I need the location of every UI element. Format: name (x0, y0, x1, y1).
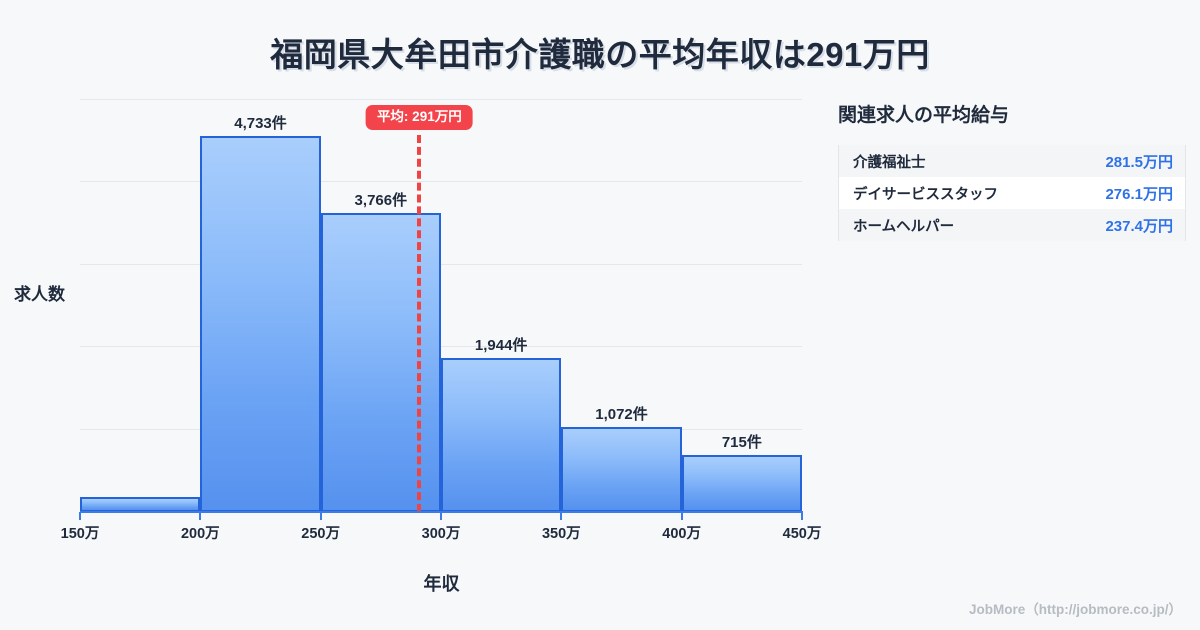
x-axis-tick-label-4: 350万 (541, 526, 581, 542)
page-title: 福岡県大牟田市介護職の平均年収は291万円 (270, 36, 930, 73)
salary-value: 237.4万円 (1105, 217, 1173, 235)
bar-2[interactable] (320, 212, 441, 512)
role-label: ホームヘルパー (853, 218, 955, 235)
chart-plot: 4,733件 3,766件 1,944件 1,072件 715件 平均: 291… (14, 99, 822, 594)
bar-value-label-1: 4,733件 (234, 115, 287, 133)
role-label: 介護福祉士 (853, 154, 926, 171)
related-salary-table: 介護福祉士 281.5万円 デイサービススタッフ 276.1万円 ホームヘルパー… (838, 145, 1186, 241)
footer-credit: JobMore（http://jobmore.co.jp/） (969, 602, 1182, 617)
table-row[interactable]: デイサービススタッフ 276.1万円 (839, 177, 1185, 209)
gridline (80, 346, 802, 347)
bar-value-label-3: 1,944件 (474, 336, 528, 354)
bar-4[interactable] (561, 426, 682, 512)
x-axis-tick (680, 512, 683, 520)
x-axis-tick (560, 512, 563, 520)
table-row[interactable]: ホームヘルパー 237.4万円 (839, 209, 1185, 241)
average-line (417, 135, 422, 512)
bar-1[interactable] (200, 136, 321, 512)
x-axis-tick-label-3: 300万 (421, 526, 461, 542)
table-row[interactable]: 介護福祉士 281.5万円 (839, 145, 1185, 177)
related-salary-panel: 関連求人の平均給与 介護福祉士 281.5万円 デイサービススタッフ 276.1… (838, 100, 1186, 241)
x-axis-tick (319, 512, 322, 520)
x-axis-tick (440, 512, 442, 520)
role-label: デイサービススタッフ (853, 186, 998, 203)
related-salary-title: 関連求人の平均給与 (838, 105, 1010, 126)
x-axis-tick-label-1: 200万 (180, 526, 220, 542)
bar-value-label-2: 3,766件 (354, 191, 408, 209)
x-axis-tick (79, 512, 81, 520)
bar-value-label-4: 1,072件 (595, 405, 648, 423)
gridline (80, 181, 802, 182)
x-axis-tick (801, 512, 803, 520)
x-axis-tick-label-6: 450万 (782, 526, 822, 542)
bar-5[interactable] (681, 455, 802, 512)
x-axis-tick-label-0: 150万 (60, 526, 100, 542)
x-axis-tick-label-2: 250万 (301, 526, 341, 542)
average-badge: 平均: 291万円 (365, 105, 473, 130)
bar-0[interactable] (80, 496, 201, 512)
bar-3[interactable] (441, 357, 562, 512)
y-axis-title: 求人数 (14, 285, 65, 304)
x-axis-tick (199, 512, 202, 520)
x-axis-title: 年収 (423, 574, 460, 594)
salary-value: 281.5万円 (1105, 153, 1173, 171)
plot-area: 4,733件 3,766件 1,944件 1,072件 715件 (80, 99, 802, 512)
x-axis-tick-label-5: 400万 (662, 526, 702, 542)
bar-value-label-5: 715件 (721, 434, 762, 452)
salary-value: 276.1万円 (1105, 185, 1173, 203)
gridline (80, 264, 802, 265)
gridline (80, 99, 802, 100)
